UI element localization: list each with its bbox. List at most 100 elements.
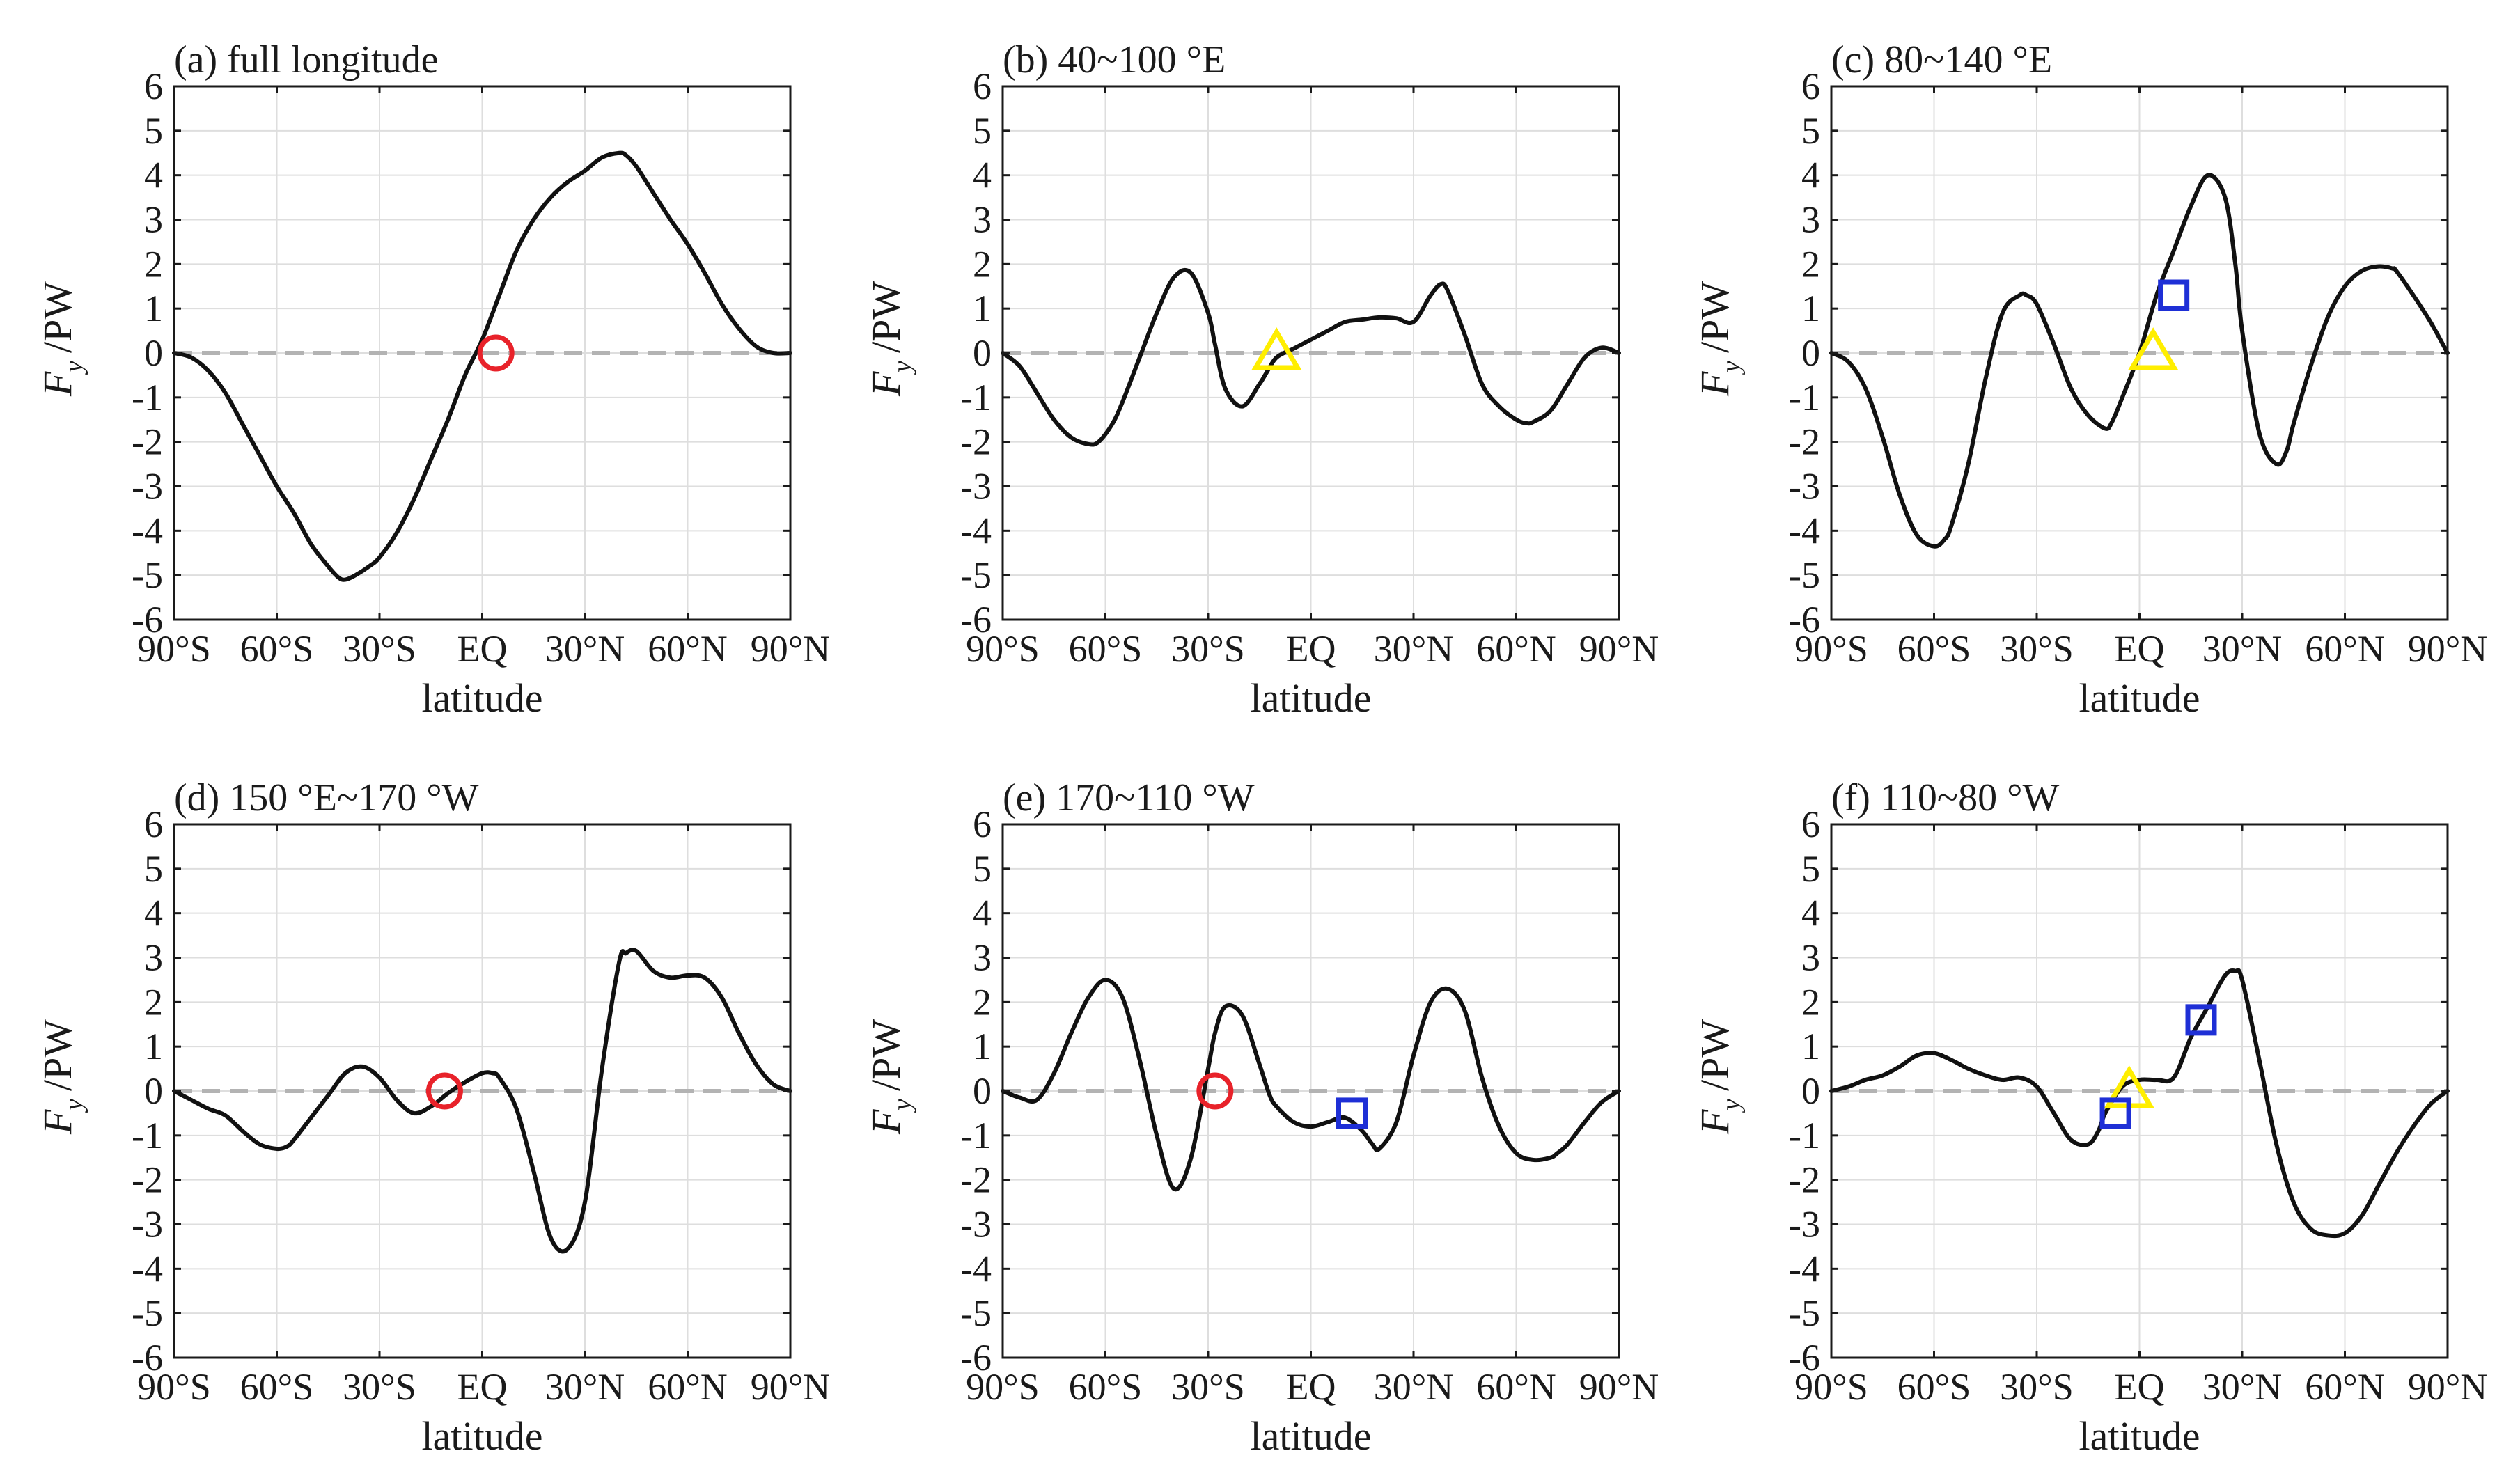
y-axis-label-subscript: y	[888, 361, 917, 375]
panel-title: (b) 40~100 °E	[1003, 38, 1226, 81]
y-tick-label: -2	[960, 421, 992, 463]
y-tick-label: 3	[1801, 199, 1820, 241]
y-tick-label: 2	[1801, 981, 1820, 1023]
square-marker	[2185, 1004, 2217, 1036]
square-marker	[1336, 1097, 1368, 1129]
y-tick-label: 0	[973, 332, 992, 374]
y-tick-label: 6	[973, 65, 992, 107]
y-tick-label: 3	[1801, 937, 1820, 979]
y-tick-label: 3	[144, 199, 163, 241]
x-tick-label: 90°S	[1794, 1366, 1868, 1408]
x-tick-label: 90°S	[1794, 628, 1868, 670]
y-tick-label: -3	[132, 1204, 163, 1246]
y-axis-label-subscript: y	[59, 361, 88, 375]
y-tick-label: -4	[960, 510, 992, 551]
y-tick-label: -3	[1789, 466, 1820, 508]
y-axis-label-unit: /PW	[1692, 1019, 1737, 1091]
series-line	[1829, 968, 2450, 1239]
y-tick-label: 4	[1801, 893, 1820, 934]
y-tick-label: -4	[132, 510, 163, 551]
y-tick-label: -3	[960, 466, 992, 508]
x-axis-label: latitude	[1251, 675, 1372, 721]
y-tick-label: 3	[973, 937, 992, 979]
y-tick-label: -6	[960, 599, 992, 641]
panel-a: 90°S 60°S 30°S EQ 30°N 60°N 90°N -6-5-4-3-2-101…	[35, 38, 830, 721]
x-tick-label: 90°N	[1579, 1366, 1659, 1408]
y-tick-label: -6	[960, 1337, 992, 1379]
y-tick-label: 5	[144, 848, 163, 890]
y-tick-label: -1	[960, 377, 992, 418]
y-tick-label: -1	[1789, 1115, 1820, 1156]
y-tick-label: -1	[960, 1115, 992, 1156]
x-tick-label: EQ	[457, 1366, 508, 1408]
x-tick-label: 90°S	[137, 1366, 211, 1408]
x-tick-label: EQ	[1286, 1366, 1336, 1408]
x-tick-label: 30°N	[545, 628, 625, 670]
y-tick-label: 4	[973, 155, 992, 196]
y-axis-label-unit: /PW	[1692, 281, 1737, 353]
x-tick-label: 90°S	[966, 628, 1040, 670]
y-tick-label: 5	[1801, 110, 1820, 152]
x-tick-label: 60°N	[1476, 628, 1556, 670]
y-tick-label: 5	[973, 110, 992, 152]
x-axis-label: latitude	[2079, 1413, 2200, 1459]
y-axis-label: Fy/PW	[35, 281, 88, 397]
x-tick-label: 30°N	[1374, 1366, 1454, 1408]
y-tick-label: -1	[132, 377, 163, 418]
y-tick-label: 6	[1801, 803, 1820, 845]
x-tick-label: 90°S	[137, 628, 211, 670]
panel-d: 90°S 60°S 30°S EQ 30°N 60°N 90°N -6-5-4-3-2-101…	[35, 776, 830, 1459]
x-tick-label: 30°N	[2202, 628, 2283, 670]
y-tick-label: -6	[1789, 1337, 1820, 1379]
y-tick-label: -3	[1789, 1204, 1820, 1246]
y-axis-label: Fy/PW	[863, 1019, 917, 1135]
y-axis-label-symbol: F	[1692, 371, 1737, 397]
y-tick-label: -5	[132, 1292, 163, 1334]
x-tick-label: 60°S	[240, 1366, 314, 1408]
panel-title: (c) 80~140 °E	[1831, 38, 2052, 81]
y-tick-label: -1	[132, 1115, 163, 1156]
x-tick-label: 60°N	[1476, 1366, 1556, 1408]
y-axis-label-unit: /PW	[863, 1019, 909, 1091]
panel-c: 90°S 60°S 30°S EQ 30°N 60°N 90°N -6-5-4-3-2-101…	[1692, 38, 2487, 721]
y-tick-label: 0	[1801, 332, 1820, 374]
y-tick-label: 1	[1801, 288, 1820, 329]
y-tick-label: 4	[973, 893, 992, 934]
x-tick-label: 90°N	[751, 1366, 831, 1408]
x-tick-label: 60°N	[2305, 1366, 2385, 1408]
y-tick-label: 4	[1801, 155, 1820, 196]
y-tick-label: 1	[1801, 1026, 1820, 1067]
y-tick-label: 2	[144, 243, 163, 285]
y-tick-label: -5	[960, 1292, 992, 1334]
y-tick-label: 5	[144, 110, 163, 152]
y-tick-label: 5	[973, 848, 992, 890]
x-tick-label: 30°S	[1171, 628, 1245, 670]
y-axis-label-symbol: F	[35, 1109, 80, 1135]
panel-e: 90°S 60°S 30°S EQ 30°N 60°N 90°N -6-5-4-3-2-101…	[863, 776, 1659, 1459]
y-axis-label-symbol: F	[863, 1109, 909, 1135]
panel-title: (d) 150 °E~170 °W	[174, 776, 479, 819]
y-tick-label: -2	[960, 1159, 992, 1201]
x-tick-label: 30°N	[545, 1366, 625, 1408]
y-tick-label: 2	[973, 243, 992, 285]
x-tick-label: 60°S	[1897, 1366, 1971, 1408]
y-tick-label: -4	[1789, 1248, 1820, 1289]
y-tick-label: -3	[960, 1204, 992, 1246]
series-line	[172, 150, 792, 582]
x-tick-label: 30°N	[2202, 1366, 2283, 1408]
y-axis-label-subscript: y	[1716, 1099, 1746, 1113]
y-axis-label-symbol: F	[863, 371, 909, 397]
y-axis-label-subscript: y	[59, 1099, 88, 1113]
x-tick-label: 90°N	[1579, 628, 1659, 670]
y-axis-label-unit: /PW	[35, 281, 80, 353]
y-tick-label: 3	[973, 199, 992, 241]
y-tick-label: -5	[1789, 1292, 1820, 1334]
y-tick-label: 0	[973, 1070, 992, 1112]
y-tick-label: 1	[973, 1026, 992, 1067]
y-tick-label: -4	[1789, 510, 1820, 551]
x-axis-label: latitude	[422, 1413, 543, 1459]
x-tick-label: 60°N	[648, 1366, 728, 1408]
y-tick-label: -6	[1789, 599, 1820, 641]
y-axis-label: Fy/PW	[35, 1019, 88, 1135]
